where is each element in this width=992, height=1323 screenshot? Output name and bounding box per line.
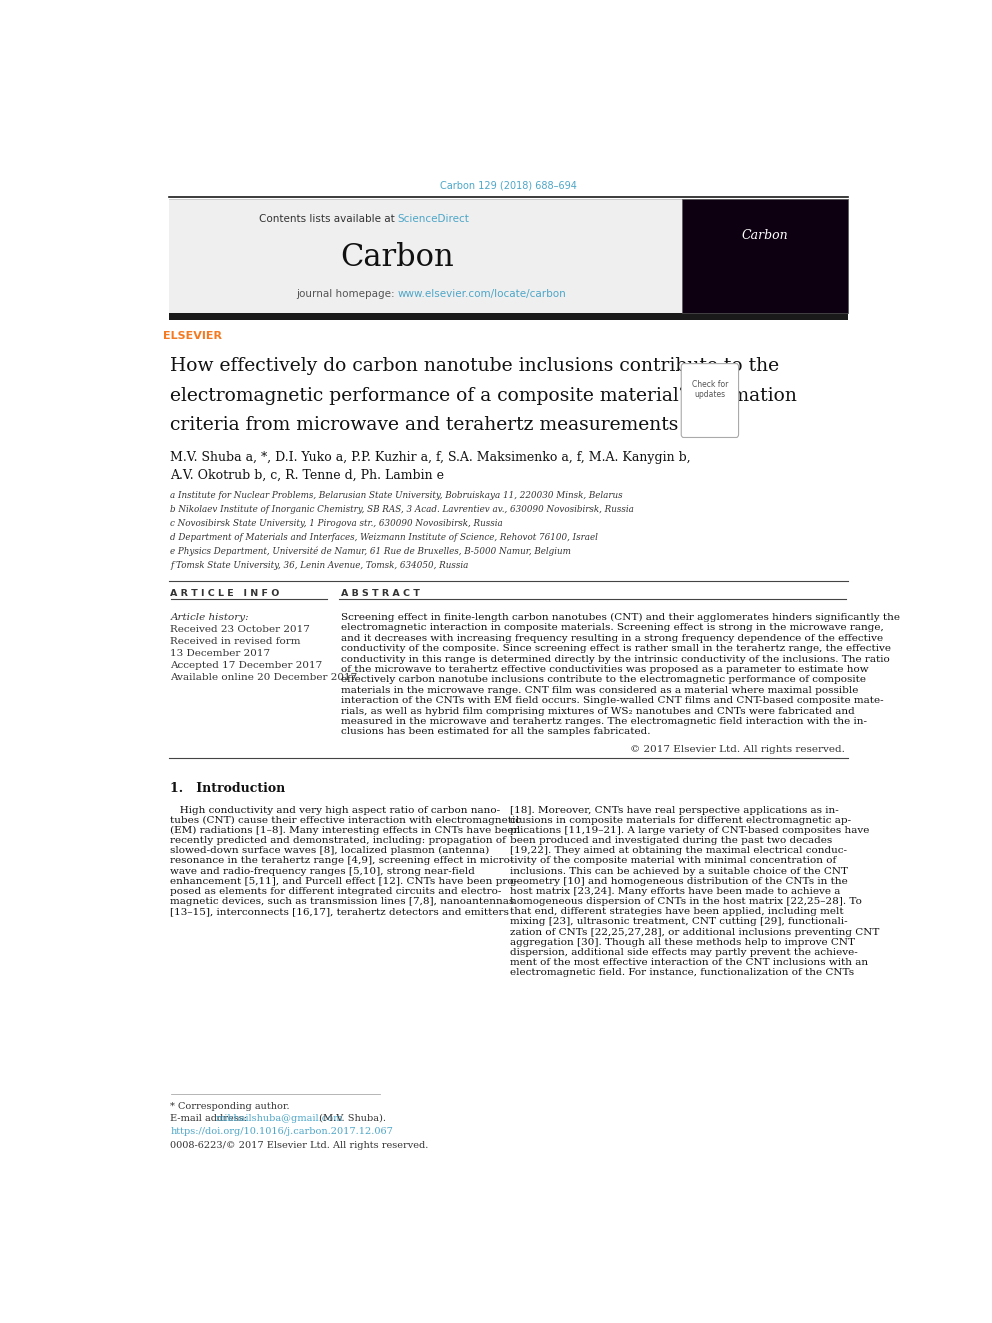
Text: slowed-down surface waves [8], localized plasmon (antenna): slowed-down surface waves [8], localized… bbox=[171, 847, 490, 856]
Text: of the microwave to terahertz effective conductivities was proposed as a paramet: of the microwave to terahertz effective … bbox=[341, 665, 869, 673]
Text: d Department of Materials and Interfaces, Weizmann Institute of Science, Rehovot: d Department of Materials and Interfaces… bbox=[171, 533, 598, 542]
Text: [18]. Moreover, CNTs have real perspective applications as in-: [18]. Moreover, CNTs have real perspecti… bbox=[510, 806, 838, 815]
Text: Article history:: Article history: bbox=[171, 613, 249, 622]
Text: conductivity of the composite. Since screening effect is rather small in the ter: conductivity of the composite. Since scr… bbox=[341, 644, 891, 654]
Text: ment of the most effective interaction of the CNT inclusions with an: ment of the most effective interaction o… bbox=[510, 958, 868, 967]
Text: ScienceDirect: ScienceDirect bbox=[398, 214, 469, 224]
Text: aggregation [30]. Though all these methods help to improve CNT: aggregation [30]. Though all these metho… bbox=[510, 938, 855, 947]
Text: inclusions. This can be achieved by a suitable choice of the CNT: inclusions. This can be achieved by a su… bbox=[510, 867, 848, 876]
Text: High conductivity and very high aspect ratio of carbon nano-: High conductivity and very high aspect r… bbox=[171, 806, 501, 815]
Bar bbox=[682, 198, 848, 312]
Text: [19,22]. They aimed at obtaining the maximal electrical conduc-: [19,22]. They aimed at obtaining the max… bbox=[510, 847, 847, 855]
Text: Screening effect in finite-length carbon nanotubes (CNT) and their agglomerates : Screening effect in finite-length carbon… bbox=[341, 613, 900, 622]
Text: mixing [23], ultrasonic treatment, CNT cutting [29], functionali-: mixing [23], ultrasonic treatment, CNT c… bbox=[510, 917, 847, 926]
Text: effectively carbon nanotube inclusions contribute to the electromagnetic perform: effectively carbon nanotube inclusions c… bbox=[341, 676, 866, 684]
Text: 0008-6223/© 2017 Elsevier Ltd. All rights reserved.: 0008-6223/© 2017 Elsevier Ltd. All right… bbox=[171, 1140, 429, 1150]
Text: (M.V. Shuba).: (M.V. Shuba). bbox=[316, 1114, 386, 1122]
Text: tubes (CNT) cause their effective interaction with electromagnetic: tubes (CNT) cause their effective intera… bbox=[171, 816, 522, 824]
Text: Check for
updates: Check for updates bbox=[691, 380, 728, 400]
Text: recently predicted and demonstrated, including: propagation of: recently predicted and demonstrated, inc… bbox=[171, 836, 506, 845]
Text: journal homepage:: journal homepage: bbox=[296, 288, 398, 299]
Text: Received in revised form: Received in revised form bbox=[171, 638, 301, 647]
Text: A B S T R A C T: A B S T R A C T bbox=[341, 589, 420, 598]
Text: Carbon 129 (2018) 688–694: Carbon 129 (2018) 688–694 bbox=[440, 181, 576, 191]
Bar bbox=[169, 312, 848, 320]
Text: electromagnetic performance of a composite material? Estimation: electromagnetic performance of a composi… bbox=[171, 386, 798, 405]
Text: 1.   Introduction: 1. Introduction bbox=[171, 782, 286, 795]
Text: Carbon: Carbon bbox=[742, 229, 789, 242]
Text: How effectively do carbon nanotube inclusions contribute to the: How effectively do carbon nanotube inclu… bbox=[171, 357, 780, 376]
Text: dispersion, additional side effects may partly prevent the achieve-: dispersion, additional side effects may … bbox=[510, 947, 858, 957]
Text: A.V. Okotrub b, c, R. Tenne d, Ph. Lambin e: A.V. Okotrub b, c, R. Tenne d, Ph. Lambi… bbox=[171, 468, 444, 482]
Text: (EM) radiations [1–8]. Many interesting effects in CNTs have been: (EM) radiations [1–8]. Many interesting … bbox=[171, 826, 521, 835]
Text: conductivity in this range is determined directly by the intrinsic conductivity : conductivity in this range is determined… bbox=[341, 655, 890, 664]
Text: host matrix [23,24]. Many efforts have been made to achieve a: host matrix [23,24]. Many efforts have b… bbox=[510, 886, 840, 896]
Text: been produced and investigated during the past two decades: been produced and investigated during th… bbox=[510, 836, 832, 845]
Text: clusions in composite materials for different electromagnetic ap-: clusions in composite materials for diff… bbox=[510, 816, 851, 824]
Text: Available online 20 December 2017: Available online 20 December 2017 bbox=[171, 673, 358, 683]
Text: * Corresponding author.: * Corresponding author. bbox=[171, 1102, 290, 1111]
Text: mikhailshuba@gmail.com: mikhailshuba@gmail.com bbox=[215, 1114, 343, 1122]
Text: Carbon: Carbon bbox=[340, 242, 454, 273]
Text: zation of CNTs [22,25,27,28], or additional inclusions preventing CNT: zation of CNTs [22,25,27,28], or additio… bbox=[510, 927, 879, 937]
Text: rials, as well as hybrid film comprising mixtures of WS₂ nanotubes and CNTs were: rials, as well as hybrid film comprising… bbox=[341, 706, 855, 716]
Bar bbox=[169, 198, 848, 312]
Text: interaction of the CNTs with EM field occurs. Single-walled CNT films and CNT-ba: interaction of the CNTs with EM field oc… bbox=[341, 696, 884, 705]
Text: A R T I C L E   I N F O: A R T I C L E I N F O bbox=[171, 589, 280, 598]
Text: a Institute for Nuclear Problems, Belarusian State University, Bobruiskaya 11, 2: a Institute for Nuclear Problems, Belaru… bbox=[171, 491, 623, 500]
FancyBboxPatch shape bbox=[682, 364, 739, 438]
Text: criteria from microwave and terahertz measurements: criteria from microwave and terahertz me… bbox=[171, 415, 679, 434]
Text: posed as elements for different integrated circuits and electro-: posed as elements for different integrat… bbox=[171, 886, 502, 896]
Text: homogeneous dispersion of CNTs in the host matrix [22,25–28]. To: homogeneous dispersion of CNTs in the ho… bbox=[510, 897, 862, 906]
Text: electromagnetic interaction in composite materials. Screening effect is strong i: electromagnetic interaction in composite… bbox=[341, 623, 884, 632]
Text: E-mail address:: E-mail address: bbox=[171, 1114, 251, 1122]
Text: clusions has been estimated for all the samples fabricated.: clusions has been estimated for all the … bbox=[341, 728, 651, 737]
Text: 13 December 2017: 13 December 2017 bbox=[171, 650, 271, 659]
Text: geometry [10] and homogeneous distribution of the CNTs in the: geometry [10] and homogeneous distributi… bbox=[510, 877, 848, 885]
Text: © 2017 Elsevier Ltd. All rights reserved.: © 2017 Elsevier Ltd. All rights reserved… bbox=[630, 745, 845, 754]
Text: www.elsevier.com/locate/carbon: www.elsevier.com/locate/carbon bbox=[398, 288, 566, 299]
Text: [13–15], interconnects [16,17], terahertz detectors and emitters: [13–15], interconnects [16,17], terahert… bbox=[171, 908, 509, 917]
Text: https://doi.org/10.1016/j.carbon.2017.12.067: https://doi.org/10.1016/j.carbon.2017.12… bbox=[171, 1127, 394, 1136]
Text: Contents lists available at: Contents lists available at bbox=[259, 214, 398, 224]
Text: tivity of the composite material with minimal concentration of: tivity of the composite material with mi… bbox=[510, 856, 836, 865]
Text: M.V. Shuba a, *, D.I. Yuko a, P.P. Kuzhir a, f, S.A. Maksimenko a, f, M.A. Kanyg: M.V. Shuba a, *, D.I. Yuko a, P.P. Kuzhi… bbox=[171, 451, 691, 464]
Text: wave and radio-frequency ranges [5,10], strong near-field: wave and radio-frequency ranges [5,10], … bbox=[171, 867, 475, 876]
Text: Accepted 17 December 2017: Accepted 17 December 2017 bbox=[171, 662, 322, 671]
Text: ELSEVIER: ELSEVIER bbox=[163, 331, 221, 341]
Text: f Tomsk State University, 36, Lenin Avenue, Tomsk, 634050, Russia: f Tomsk State University, 36, Lenin Aven… bbox=[171, 561, 469, 570]
Text: magnetic devices, such as transmission lines [7,8], nanoantennas: magnetic devices, such as transmission l… bbox=[171, 897, 515, 906]
Text: resonance in the terahertz range [4,9], screening effect in micro-: resonance in the terahertz range [4,9], … bbox=[171, 856, 514, 865]
Text: e Physics Department, Université de Namur, 61 Rue de Bruxelles, B-5000 Namur, Be: e Physics Department, Université de Namu… bbox=[171, 546, 571, 557]
Text: that end, different strategies have been applied, including melt: that end, different strategies have been… bbox=[510, 908, 843, 917]
Text: plications [11,19–21]. A large variety of CNT-based composites have: plications [11,19–21]. A large variety o… bbox=[510, 826, 869, 835]
Text: b Nikolaev Institute of Inorganic Chemistry, SB RAS, 3 Acad. Lavrentiev av., 630: b Nikolaev Institute of Inorganic Chemis… bbox=[171, 505, 634, 515]
Text: c Novosibirsk State University, 1 Pirogova str., 630090 Novosibirsk, Russia: c Novosibirsk State University, 1 Pirogo… bbox=[171, 519, 503, 528]
Text: materials in the microwave range. CNT film was considered as a material where ma: materials in the microwave range. CNT fi… bbox=[341, 685, 858, 695]
Text: Received 23 October 2017: Received 23 October 2017 bbox=[171, 626, 310, 635]
Text: measured in the microwave and terahertz ranges. The electromagnetic field intera: measured in the microwave and terahertz … bbox=[341, 717, 867, 726]
Text: and it decreases with increasing frequency resulting in a strong frequency depen: and it decreases with increasing frequen… bbox=[341, 634, 883, 643]
Text: electromagnetic field. For instance, functionalization of the CNTs: electromagnetic field. For instance, fun… bbox=[510, 968, 854, 978]
Text: enhancement [5,11], and Purcell effect [12]. CNTs have been pro-: enhancement [5,11], and Purcell effect [… bbox=[171, 877, 518, 885]
